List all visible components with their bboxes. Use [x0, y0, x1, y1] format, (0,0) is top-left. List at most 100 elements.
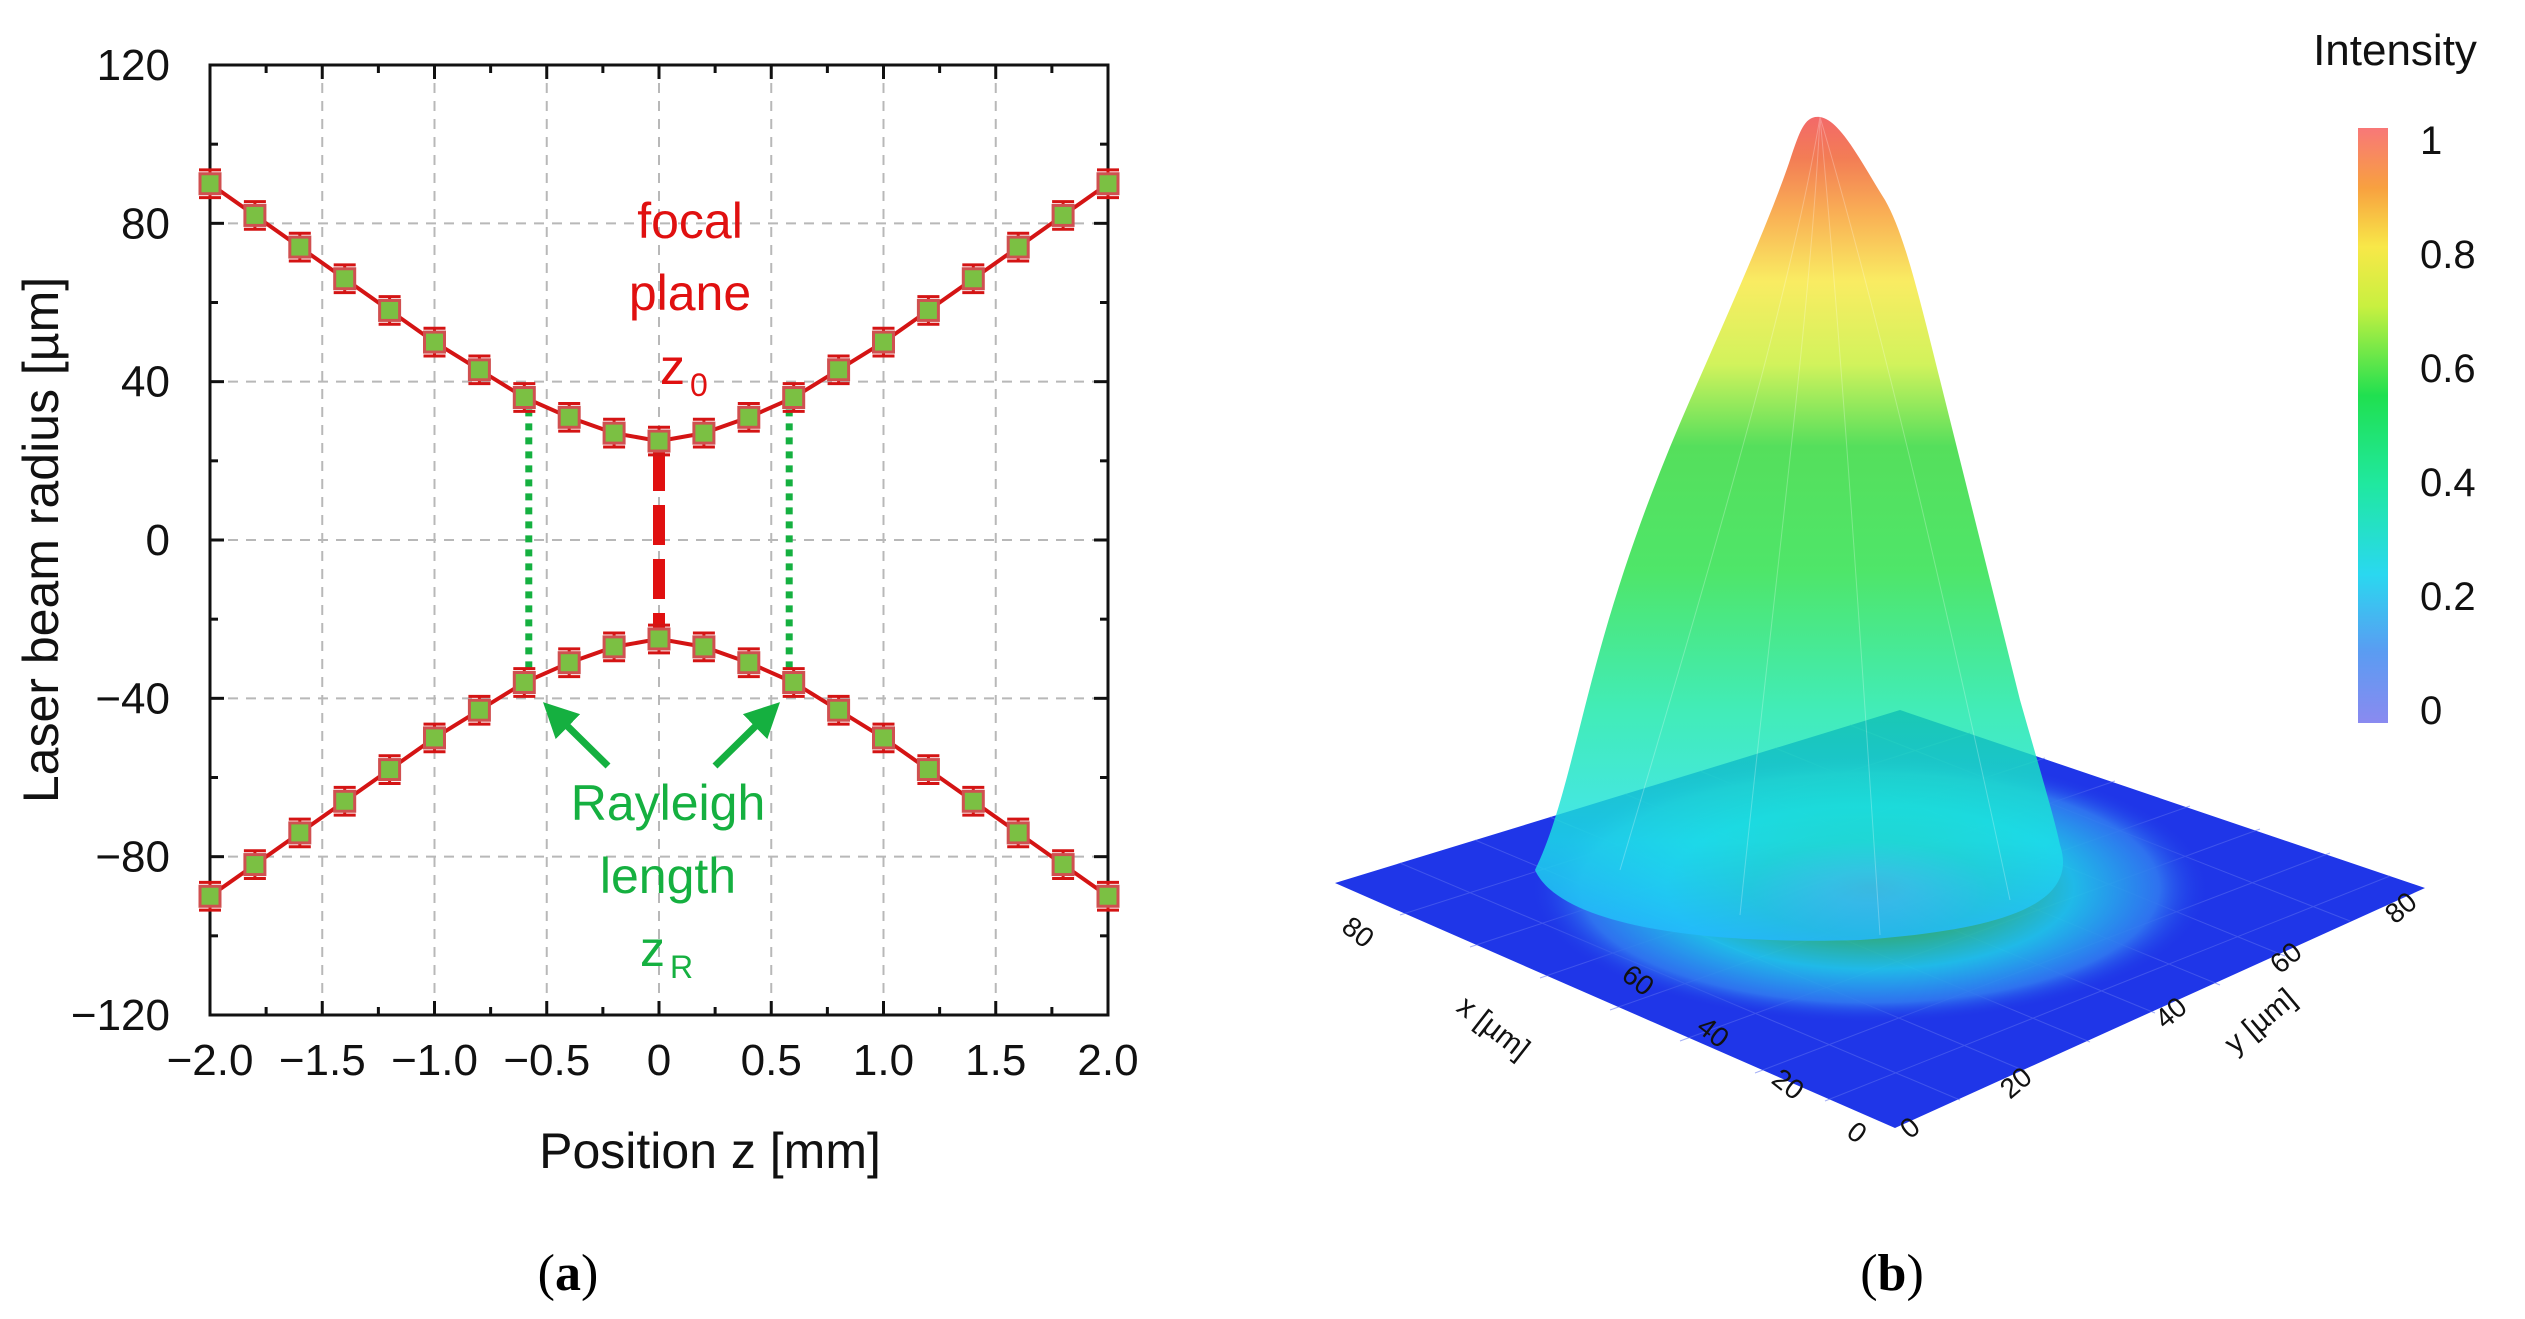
data-point [782, 667, 806, 698]
data-point [647, 623, 671, 655]
square-marker [288, 821, 312, 845]
focal-label-line2: plane [629, 265, 751, 321]
data-point [1006, 817, 1030, 849]
square-marker [423, 726, 446, 750]
data-point [557, 401, 581, 433]
data-point [378, 754, 402, 785]
square-marker [692, 635, 716, 659]
square-marker [602, 421, 626, 445]
square-marker [692, 421, 716, 445]
data-point [961, 785, 985, 817]
focal-symbol: z [660, 339, 685, 395]
square-marker [647, 627, 671, 651]
x-tick-label: −1.0 [391, 1036, 478, 1085]
data-point [602, 631, 626, 663]
data-point [288, 817, 312, 849]
colorbar-tick-label: 0 [2420, 689, 2442, 733]
square-marker [198, 884, 222, 908]
y-tick-label: 120 [97, 41, 170, 90]
square-marker [467, 698, 491, 722]
y-tick-label: 0 [146, 516, 170, 565]
data-point [602, 417, 626, 449]
colorbar-title: Intensity [2313, 26, 2477, 75]
data-point [782, 382, 806, 413]
beam-markers [525, 409, 793, 671]
square-marker [423, 330, 446, 354]
square-marker [1051, 203, 1075, 227]
square-marker [1051, 853, 1075, 877]
data-point [288, 231, 312, 263]
data-point [872, 326, 895, 358]
data-point [423, 722, 446, 754]
beam-peak-surface [1535, 116, 2064, 941]
y3d-axis-label: y [µm] [2218, 982, 2302, 1060]
square-marker [243, 203, 267, 227]
x-tick-label: 0.5 [741, 1036, 802, 1085]
x-tick-label: 0 [647, 1036, 671, 1085]
colorbar-tick-label: 0.8 [2420, 233, 2476, 277]
square-marker [1096, 884, 1120, 908]
square-marker [737, 651, 761, 675]
rayleigh-label-line1: Rayleigh [571, 775, 766, 831]
colorbar-tick-labels: 1 0.8 0.6 0.4 0.2 0 [2420, 119, 2476, 733]
focal-label-line1: focal [637, 193, 743, 249]
y-tick-label: 40 [121, 358, 170, 407]
data-point [827, 694, 851, 726]
x3d-axis-label: x [µm] [1451, 990, 1536, 1067]
data-point [467, 694, 491, 726]
square-marker [827, 358, 851, 382]
x-tick-label: −0.5 [503, 1036, 590, 1085]
data-point [423, 326, 446, 358]
caption-a: (a) [538, 1245, 599, 1302]
colorbar-tick-label: 0.4 [2420, 461, 2476, 505]
data-point [647, 425, 671, 457]
square-marker [602, 635, 626, 659]
square-marker [557, 651, 581, 675]
square-marker [1096, 172, 1120, 196]
y-tick-label: −40 [95, 674, 170, 723]
data-point [333, 785, 357, 817]
square-marker [512, 386, 536, 409]
square-marker [916, 298, 940, 322]
square-marker [827, 698, 851, 722]
data-point [961, 263, 985, 295]
x-axis-label: Position z [mm] [539, 1123, 881, 1179]
data-point [1006, 231, 1030, 263]
caption-b: (b) [1860, 1245, 1924, 1302]
square-marker [872, 330, 895, 354]
square-marker [288, 235, 312, 259]
focal-subscript: 0 [690, 367, 708, 403]
axis-ticks [208, 63, 1110, 1017]
panel-a-chart: −2.0 −1.5 −1.0 −0.5 0 0.5 1.0 1.5 2.0 120 80 40 0 −4… [13, 41, 1139, 1179]
data-point [512, 667, 536, 698]
data-point [243, 200, 267, 231]
data-point [1096, 168, 1120, 200]
square-marker [512, 671, 536, 694]
data-point [872, 722, 895, 754]
data-point [467, 354, 491, 386]
rayleigh-arrow-left [543, 702, 611, 769]
square-marker [1006, 235, 1030, 259]
data-point [378, 295, 402, 326]
square-marker [243, 853, 267, 877]
y-tick-label: −120 [71, 991, 170, 1040]
data-point [737, 401, 761, 433]
colorbar-tick-label: 1 [2420, 119, 2442, 163]
data-point [1051, 849, 1075, 880]
x-tick-label: 1.5 [965, 1036, 1026, 1085]
data-point [692, 417, 716, 449]
x-tick-label: −2.0 [167, 1036, 254, 1085]
data-point [198, 168, 222, 200]
data-point [737, 647, 761, 679]
data-point [557, 647, 581, 679]
x-tick-label: 2.0 [1077, 1036, 1138, 1085]
peak-mesh [1619, 116, 2011, 936]
x-tick-labels: −2.0 −1.5 −1.0 −0.5 0 0.5 1.0 1.5 2.0 [167, 1036, 1139, 1085]
data-point [692, 631, 716, 663]
data-point [916, 754, 940, 785]
data-point [827, 354, 851, 386]
series-layer [198, 168, 1120, 912]
data-point [1051, 200, 1075, 231]
